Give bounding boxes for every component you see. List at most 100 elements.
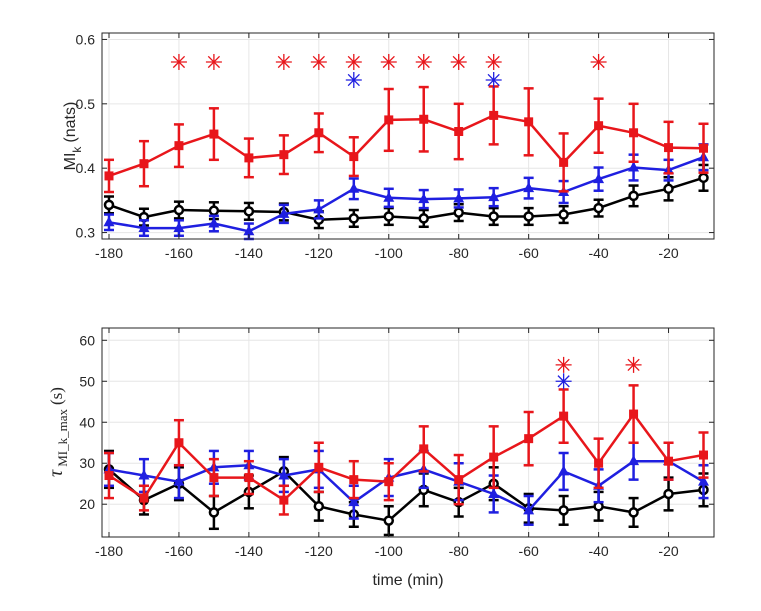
tau-xtick-label: -180	[95, 543, 123, 559]
tau-ylabel-sub: MI_k_max	[55, 409, 70, 467]
mi-line-blue	[108, 156, 704, 233]
mi-ytick-label: 0.5	[76, 96, 96, 112]
mi-point-red	[419, 114, 429, 124]
mi-star-marker-stroke	[172, 55, 186, 69]
mi-point-red	[104, 171, 114, 181]
tau-xtick-label: -100	[375, 543, 403, 559]
tau-xtick-label: -60	[519, 543, 539, 559]
mi-xtick-label: -80	[449, 245, 469, 261]
tau-point-blue	[698, 475, 710, 486]
mi-ytick-label: 0.4	[76, 160, 96, 176]
mi-ytick-label: 0.6	[76, 31, 96, 47]
tau-point-red	[559, 411, 569, 421]
tau-ylabel-units: (s)	[47, 387, 66, 405]
mi-significance-markers	[170, 53, 607, 88]
mi-star-marker	[205, 53, 222, 70]
tau-ticks: -180 -160 -140 -120 -100 -80 -60 -40 -20 20 30 40 50…	[79, 328, 714, 559]
tau-ylabel-main: τ	[45, 469, 67, 477]
mi-star-marker-stroke	[207, 55, 221, 69]
tau-point-blue	[138, 469, 150, 480]
mi-point-blue	[488, 191, 500, 202]
tau-panel: -180 -160 -140 -120 -100 -80 -60 -40 -20 20 30 40 50…	[45, 327, 715, 589]
mi-point-black	[103, 199, 115, 211]
mi-star-marker	[275, 53, 292, 70]
tau-line-blue	[108, 459, 705, 512]
mi-ylabel-main: MI	[62, 153, 79, 171]
tau-point-red	[384, 477, 394, 487]
mi-point-blue	[138, 222, 150, 233]
mi-xtick-label: -40	[588, 245, 608, 261]
mi-ylabel-sub: k	[70, 146, 84, 153]
tau-ytick-label: 60	[79, 332, 95, 348]
tau-point-red	[244, 473, 254, 483]
mi-point-black	[453, 207, 464, 218]
mi-star-marker	[170, 53, 187, 70]
mi-point-red	[244, 153, 254, 163]
mi-point-black	[383, 211, 395, 222]
mi-point-black	[488, 211, 499, 222]
mi-ylabel-units: (nats)	[62, 102, 79, 143]
mi-star-marker	[345, 53, 362, 70]
mi-point-blue	[278, 207, 290, 218]
mi-point-black	[208, 205, 220, 216]
mi-point-black	[173, 204, 185, 216]
tau-series-red	[103, 384, 709, 516]
mi-ytick-label: 0.3	[76, 225, 96, 241]
mi-series-red	[103, 85, 709, 194]
mi-star-marker	[380, 53, 397, 70]
mi-star-marker	[345, 71, 362, 88]
tau-point-red	[104, 471, 114, 481]
tau-star-marker	[625, 356, 642, 373]
mi-line-red	[108, 114, 704, 178]
mi-point-blue	[383, 191, 395, 202]
mi-star-marker	[450, 53, 467, 70]
mi-xtick-label: -140	[235, 245, 263, 261]
mi-point-blue	[103, 216, 115, 227]
mi-xtick-label: -180	[95, 245, 123, 261]
mi-point-blue	[348, 182, 360, 193]
mi-point-black	[523, 211, 534, 222]
tau-point-red	[419, 444, 429, 454]
mi-point-red	[384, 115, 394, 125]
tau-point-black	[208, 507, 220, 518]
mi-star-marker-stroke	[382, 55, 395, 69]
mi-star-marker	[415, 53, 432, 70]
mi-line-black	[108, 176, 704, 221]
tau-xtick-label: -40	[588, 543, 608, 559]
tau-point-black	[663, 488, 674, 500]
mi-point-red	[454, 126, 464, 136]
mi-star-marker-stroke	[487, 55, 500, 69]
tau-star-marker	[555, 356, 572, 373]
tau-xtick-label: -140	[235, 543, 263, 559]
mi-point-blue	[523, 182, 535, 193]
mi-star-marker-stroke	[277, 55, 290, 69]
mi-star-marker	[310, 53, 327, 70]
tau-point-red	[664, 456, 674, 466]
mi-point-red	[279, 150, 289, 160]
mi-xtick-label: -20	[658, 245, 678, 261]
tau-star-marker	[555, 373, 572, 390]
tau-plot-area	[102, 328, 714, 537]
mi-point-red	[699, 143, 709, 153]
mi-point-blue	[593, 173, 605, 184]
mi-plot-area	[102, 33, 714, 239]
tau-xtick-label: -160	[165, 543, 193, 559]
tau-point-red	[699, 450, 709, 460]
mi-point-red	[594, 121, 604, 131]
mi-xtick-label: -160	[165, 245, 193, 261]
mi-point-red	[559, 157, 569, 167]
mi-point-black	[348, 213, 360, 224]
tau-point-black	[313, 501, 325, 512]
tau-line-black	[108, 468, 704, 522]
tau-point-red	[139, 493, 149, 503]
mi-star-marker-stroke	[452, 55, 465, 69]
mi-point-red	[174, 141, 184, 151]
tau-axes-box	[101, 327, 715, 538]
mi-point-black	[698, 172, 709, 184]
tau-point-blue	[488, 487, 500, 498]
mi-point-red	[524, 117, 534, 127]
mi-point-red	[664, 143, 674, 153]
tau-point-black	[383, 515, 395, 526]
tau-point-blue	[628, 455, 640, 466]
mi-ticks: -180 -160 -140 -120 -100 -80 -60 -40 -20 0.3 0.4 0.…	[76, 31, 714, 261]
